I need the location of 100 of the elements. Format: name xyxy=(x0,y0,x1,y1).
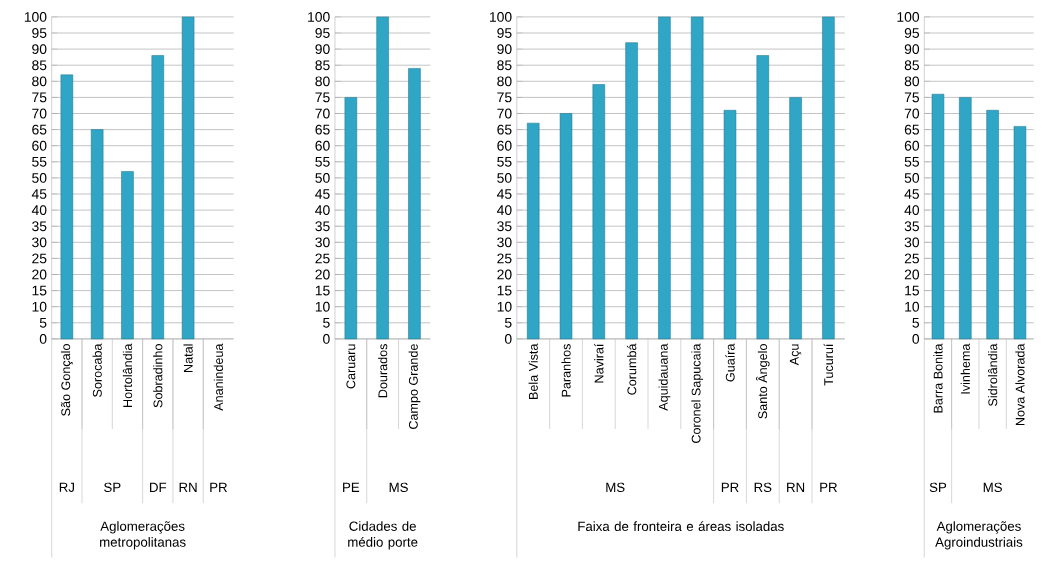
y-tick-label: 85 xyxy=(315,60,330,70)
y-tick-label: 100 xyxy=(897,11,920,22)
text: RJ xyxy=(59,482,74,492)
y-tick-label: 0 xyxy=(323,333,330,344)
y-tick-label: 80 xyxy=(497,76,512,87)
y-tick-label: 35 xyxy=(904,221,920,231)
bar xyxy=(376,16,389,339)
y-tick-label: 65 xyxy=(32,124,47,135)
y-tick-label: 15 xyxy=(315,285,330,296)
bar xyxy=(625,42,638,339)
y-tick-label: 45 xyxy=(315,188,330,199)
y-tick-label: 30 xyxy=(315,237,330,248)
y-tick-label: 25 xyxy=(497,253,512,264)
text: MS xyxy=(389,482,408,492)
bar xyxy=(723,109,737,339)
y-tick-label: 90 xyxy=(904,43,920,54)
y-tick-label: 5 xyxy=(39,317,47,328)
y-tick-label: 65 xyxy=(497,124,512,135)
text: MS xyxy=(983,482,1002,492)
y-tick-label: 10 xyxy=(315,301,330,312)
x-tick-label: Natal xyxy=(183,344,193,372)
bar xyxy=(592,84,606,339)
y-tick-label: 100 xyxy=(489,11,512,22)
y-tick-label: 20 xyxy=(32,269,47,280)
x-axis-title: Aglomerações metropolitanas xyxy=(100,520,186,550)
y-tick-label: 55 xyxy=(904,156,920,167)
x-tick-label: Ananindeua xyxy=(213,343,224,411)
x-tick-label: Corumbá xyxy=(626,343,637,395)
text: PE xyxy=(343,482,360,492)
y-tick-label: 70 xyxy=(904,108,920,119)
x-tick-label: Barra Bonita xyxy=(933,343,943,413)
y-tick-label: 60 xyxy=(904,140,920,151)
bar xyxy=(121,170,134,339)
bar xyxy=(90,129,104,339)
y-tick-label: 95 xyxy=(32,27,47,38)
y-tick-label: 80 xyxy=(32,76,47,87)
x-tick-label: Tucuruí xyxy=(823,343,834,386)
y-tick-label: 10 xyxy=(497,301,512,312)
text: RN xyxy=(787,482,805,492)
y-tick-label: 55 xyxy=(315,156,330,167)
x-tick-label: Naviraí xyxy=(594,343,604,383)
x-tick-label: Santo Ângelo xyxy=(755,343,770,419)
y-tick-label: 70 xyxy=(315,108,330,119)
x-tick-label: Hortolândia xyxy=(122,343,133,407)
y-tick-label: 70 xyxy=(497,108,512,119)
y-tick-label: 50 xyxy=(497,172,512,183)
y-tick-label: 0 xyxy=(912,333,920,344)
y-tick-label: 30 xyxy=(32,237,47,248)
x-tick-label: Açu xyxy=(789,344,802,366)
y-tick-label: 95 xyxy=(315,27,330,38)
y-tick-label: 10 xyxy=(905,301,920,312)
y-tick-label: 75 xyxy=(32,92,47,103)
y-tick-label: 10 xyxy=(32,301,47,312)
y-tick-label: 50 xyxy=(32,172,47,183)
y-tick-label: 45 xyxy=(496,188,512,199)
y-tick-label: 35 xyxy=(315,221,330,231)
y-tick-label: 100 xyxy=(24,11,47,22)
bar xyxy=(559,113,573,339)
x-tick-label: Sorocaba xyxy=(92,343,102,397)
y-tick-label: 40 xyxy=(31,204,47,215)
text: RS xyxy=(754,482,772,492)
bar xyxy=(151,55,165,339)
bar xyxy=(408,67,421,339)
x-tick-label: Sobradinho xyxy=(153,343,163,408)
y-tick-label: 40 xyxy=(496,204,512,215)
y-tick-label: 50 xyxy=(904,172,920,183)
x-tick-label: Ivinhema xyxy=(960,343,970,394)
y-tick-label: 25 xyxy=(904,253,920,264)
y-tick-label: 45 xyxy=(904,188,920,199)
y-tick-label: 60 xyxy=(32,140,47,151)
y-tick-label: 15 xyxy=(32,285,47,296)
bar xyxy=(526,122,540,339)
y-tick-label: 30 xyxy=(904,237,920,248)
y-tick-label: 35 xyxy=(32,221,47,231)
x-tick-label: Paranhos xyxy=(561,343,571,397)
y-tick-label: 5 xyxy=(504,317,512,328)
text: PR xyxy=(721,482,739,492)
y-tick-label: 85 xyxy=(32,60,47,70)
text: PR xyxy=(820,482,837,492)
y-tick-label: 95 xyxy=(497,27,512,38)
y-tick-label: 40 xyxy=(904,204,920,215)
bar xyxy=(822,16,835,339)
text: SP xyxy=(104,482,121,492)
y-tick-label: 15 xyxy=(905,285,920,296)
bar xyxy=(690,16,704,339)
y-tick-label: 25 xyxy=(315,253,330,264)
y-tick-label: 80 xyxy=(904,76,920,87)
bar xyxy=(789,96,802,339)
y-tick-label: 70 xyxy=(32,108,47,119)
text: RN xyxy=(179,482,197,492)
y-tick-label: 100 xyxy=(308,11,330,22)
y-tick-label: 55 xyxy=(32,156,47,167)
x-tick-label: São Gonçalo xyxy=(60,343,73,416)
x-tick-label: Coronel Sapucaia xyxy=(691,343,704,443)
y-tick-label: 85 xyxy=(497,60,512,70)
y-tick-label: 40 xyxy=(315,204,330,215)
y-tick-label: 35 xyxy=(497,221,512,231)
bar xyxy=(1013,125,1027,339)
text: DF xyxy=(150,482,167,492)
y-tick-label: 25 xyxy=(32,253,47,264)
